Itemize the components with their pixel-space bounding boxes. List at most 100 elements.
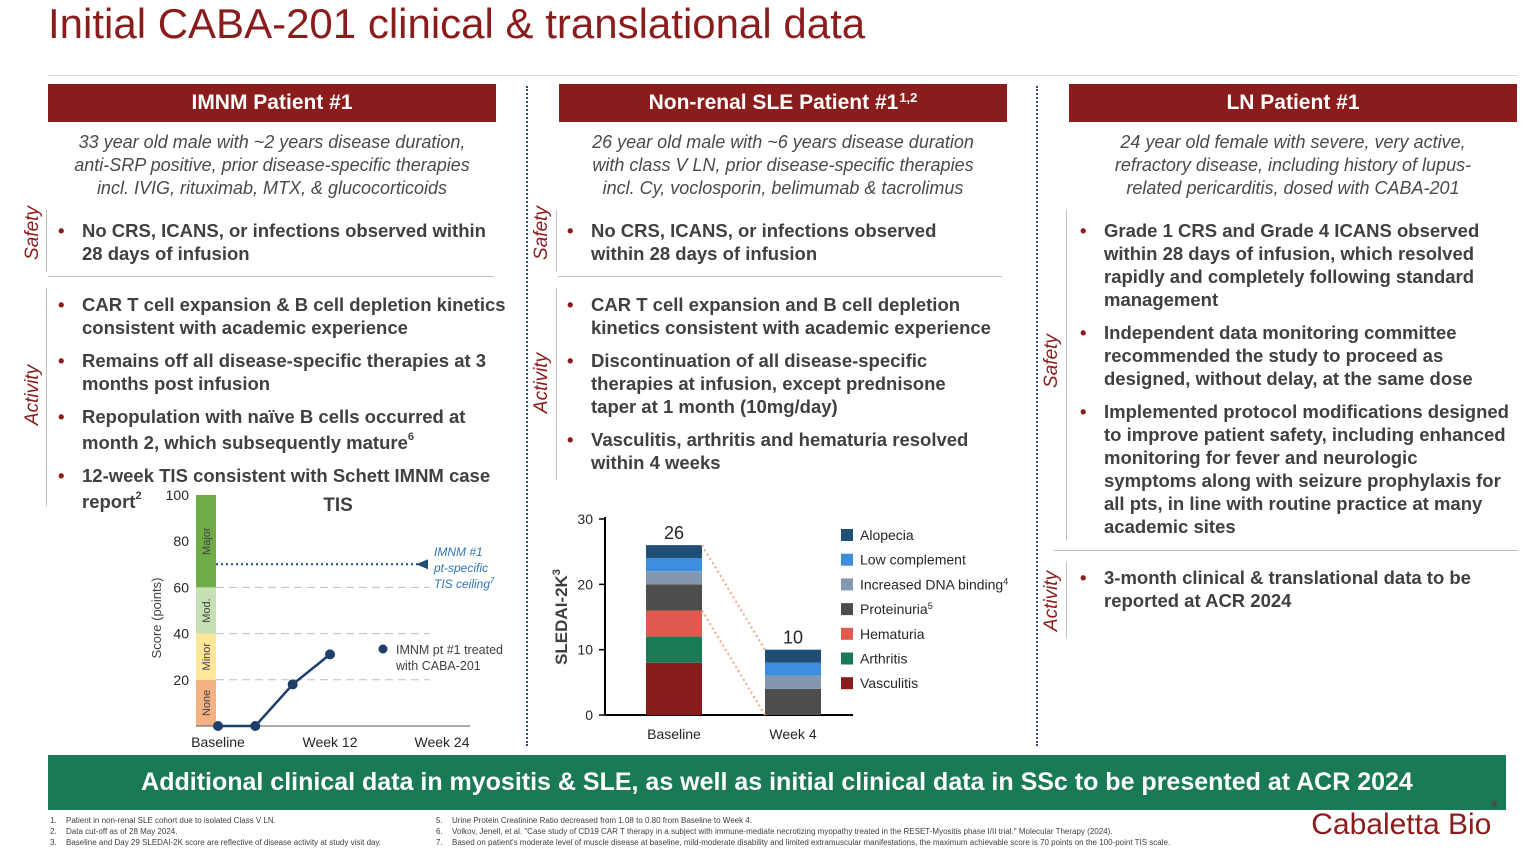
legend-label: Hematuria <box>860 626 925 642</box>
tis-data-point <box>250 721 261 731</box>
legend-marker-icon <box>378 644 388 654</box>
tis-band <box>196 587 216 634</box>
bar-total-label: 26 <box>664 523 684 543</box>
footnote: 7. Based on patient's moderate level of m… <box>436 838 1171 847</box>
x-tick-label: Baseline <box>191 734 245 750</box>
bar-segment <box>646 636 702 663</box>
column-separator <box>1036 86 1038 746</box>
tis-band-label: None <box>201 690 213 716</box>
list-item: Discontinuation of all disease-specific … <box>557 349 1017 418</box>
bar-segment <box>765 649 821 663</box>
safety-bracket <box>1066 210 1067 540</box>
activity-label: Activity <box>22 364 43 426</box>
y-tick-label: 100 <box>166 488 190 503</box>
bar-segment <box>646 571 702 585</box>
sle-patient-header: Non-renal SLE Patient #1 1,2 <box>559 84 1007 122</box>
y-tick-label: 20 <box>577 576 593 592</box>
list-item: No CRS, ICANS, or infections observed wi… <box>48 219 510 265</box>
y-tick-label: 10 <box>577 642 593 658</box>
list-item: Vasculitis, arthritis and hematuria reso… <box>557 428 1017 474</box>
legend-swatch <box>841 652 853 665</box>
section-divider <box>1054 550 1518 551</box>
ln-patient-header: LN Patient #1 <box>1069 84 1517 122</box>
sle-safety-list: No CRS, ICANS, or infections observed wi… <box>557 219 977 275</box>
tis-ceiling-label: TIS ceiling7 <box>434 576 495 591</box>
bar-segment <box>646 610 702 637</box>
sledai-chart: 0 10 20 30 26 10 Baseline Week 4 SLEDAI-2K3 A… <box>551 511 1008 742</box>
tis-data-point <box>325 649 335 660</box>
tis-ceiling-label: pt-specific <box>433 561 488 575</box>
footnote: 1. Patient in non-renal SLE cohort due to… <box>50 816 276 825</box>
safety-label: Safety <box>1041 334 1062 388</box>
tis-band <box>196 633 216 680</box>
footnote: 6. Volkov, Jenell, et al. "Case study of … <box>436 827 1113 836</box>
sle-patient-description: 26 year old male with ~6 years disease d… <box>592 132 974 198</box>
activity-bracket <box>46 288 47 506</box>
legend-swatch <box>841 578 853 591</box>
footnote: 2. Data cut-off as of 28 May 2024. <box>50 827 178 836</box>
x-tick-label: Week 4 <box>769 726 816 742</box>
tis-series-line <box>218 653 331 728</box>
sledai-y-axis-label: SLEDAI-2K3 <box>551 569 571 665</box>
safety-label: Safety <box>22 206 43 260</box>
tis-chart: None Minor Mod. Major 20 40 60 80 100 Baseline W… <box>149 488 503 750</box>
legend-swatch <box>841 677 853 690</box>
list-item: Remains off all disease-specific therapi… <box>48 349 518 395</box>
safety-bracket <box>46 210 47 272</box>
legend-label: Low complement <box>860 552 966 568</box>
list-item: Grade 1 CRS and Grade 4 ICANS observed w… <box>1070 219 1510 311</box>
footnote: 5. Urine Protein Creatinine Ratio decreas… <box>436 816 753 825</box>
imnm-activity-list: CAR T cell expansion & B cell depletion … <box>48 293 518 523</box>
tis-ceiling-label: IMNM #1 <box>434 545 483 559</box>
bar-segment <box>765 675 821 689</box>
tis-data-point <box>213 721 223 731</box>
legend-swatch <box>841 627 853 640</box>
list-item: CAR T cell expansion & B cell depletion … <box>48 293 518 339</box>
y-tick-label: 30 <box>577 511 593 527</box>
list-item: CAR T cell expansion and B cell depletio… <box>557 293 1017 339</box>
y-tick-label: 0 <box>585 707 593 723</box>
tis-band-label: Mod. <box>201 598 213 622</box>
list-item: 3-month clinical & translational data to… <box>1070 566 1510 612</box>
legend-label: Increased DNA binding4 <box>860 576 1008 592</box>
list-item: Implemented protocol modifications desig… <box>1070 400 1510 538</box>
safety-label: Safety <box>531 206 552 260</box>
bar-segment <box>646 662 702 715</box>
tis-band <box>196 495 216 588</box>
sle-activity-list: CAR T cell expansion and B cell depletio… <box>557 293 1017 484</box>
tis-legend-line2: with CABA-201 <box>395 659 481 673</box>
tis-band-label: Minor <box>201 643 213 671</box>
activity-bracket <box>1066 562 1067 638</box>
acr-announcement-banner: Additional clinical data in myositis & S… <box>48 755 1506 810</box>
company-logo: Cabaletta Bio® <box>1311 799 1498 841</box>
column-separator <box>526 86 528 746</box>
y-tick-label: 40 <box>173 626 189 642</box>
bar-segment <box>646 584 702 611</box>
imnm-patient-header: IMNM Patient #1 <box>48 84 496 122</box>
x-tick-label: Baseline <box>647 726 701 742</box>
list-item: 12-week TIS consistent with Schett IMNM … <box>48 464 518 513</box>
tis-y-axis-label: Score (points) <box>149 578 164 659</box>
bar-segment <box>765 662 821 676</box>
tis-band <box>196 679 216 726</box>
page-title: Initial CABA-201 clinical & translationa… <box>48 0 866 47</box>
list-item: No CRS, ICANS, or infections observed wi… <box>557 219 977 265</box>
connector-line <box>701 544 766 651</box>
section-divider <box>48 276 494 277</box>
list-item: Repopulation with naïve B cells occurred… <box>48 405 518 454</box>
section-divider <box>558 276 1002 277</box>
footnote: 3. Baseline and Day 29 SLEDAI-2K score ar… <box>50 838 382 847</box>
ceiling-arrow-icon <box>416 559 428 570</box>
bar-total-label: 10 <box>783 628 803 648</box>
x-tick-label: Week 12 <box>303 734 358 750</box>
x-tick-label: Week 24 <box>415 734 470 750</box>
legend-label: Proteinuria5 <box>860 601 933 617</box>
bar-segment <box>646 545 702 559</box>
activity-label: Activity <box>531 352 552 414</box>
legend-swatch <box>841 603 853 616</box>
bar-segment <box>765 688 821 715</box>
connector-line <box>701 609 766 716</box>
ln-patient-description: 24 year old female with severe, very act… <box>1114 132 1472 198</box>
y-tick-label: 20 <box>173 672 189 688</box>
legend-swatch <box>841 529 853 541</box>
